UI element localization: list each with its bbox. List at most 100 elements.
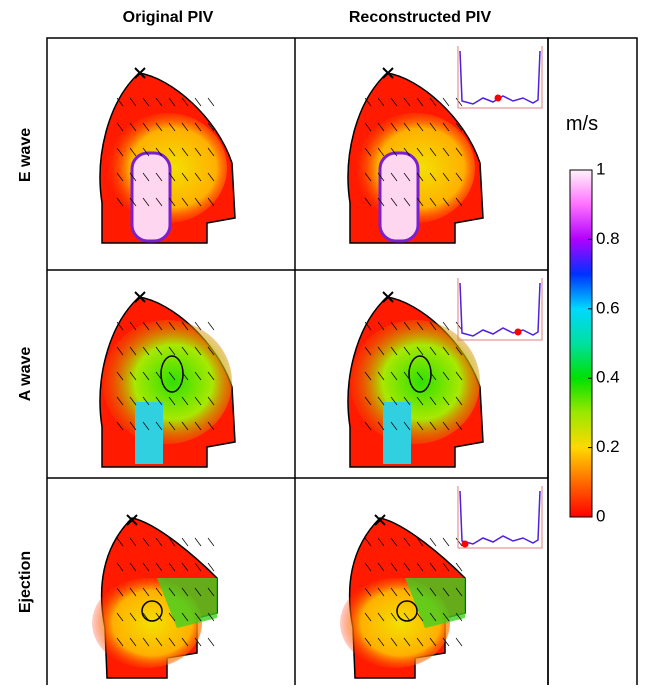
velocity-vector	[207, 637, 215, 647]
velocity-vector	[416, 562, 424, 572]
velocity-vector	[168, 421, 176, 431]
velocity-vector	[181, 371, 189, 381]
velocity-vector	[429, 172, 437, 182]
velocity-vector	[390, 587, 398, 597]
velocity-vector	[364, 147, 372, 157]
velocity-vector	[390, 172, 398, 182]
velocity-vector	[429, 537, 437, 547]
velocity-vector	[168, 321, 176, 331]
velocity-vector	[116, 612, 124, 622]
column-title: Original PIV	[123, 9, 214, 26]
velocity-panel	[99, 291, 236, 468]
velocity-vector	[377, 396, 385, 406]
velocity-vector	[403, 172, 411, 182]
velocity-vector	[181, 396, 189, 406]
velocity-vector	[142, 346, 150, 356]
velocity-vector	[390, 396, 398, 406]
velocity-vector	[168, 346, 176, 356]
velocity-vector	[116, 421, 124, 431]
velocity-vector	[207, 197, 215, 207]
velocity-vector	[364, 321, 372, 331]
velocity-panel	[347, 278, 543, 468]
velocity-vector	[364, 346, 372, 356]
velocity-vector	[129, 122, 137, 132]
inset-curve	[459, 50, 541, 105]
velocity-vector	[390, 321, 398, 331]
velocity-vector	[194, 562, 202, 572]
velocity-vector	[116, 97, 124, 107]
velocity-vector	[207, 147, 215, 157]
velocity-vector	[403, 197, 411, 207]
colorbar-tick-label: 0.2	[596, 437, 620, 456]
inflow-jet	[135, 402, 163, 464]
velocity-vector	[455, 537, 463, 547]
velocity-vector	[129, 321, 137, 331]
velocity-vector	[364, 421, 372, 431]
velocity-vector	[207, 371, 215, 381]
velocity-vector	[455, 147, 463, 157]
velocity-panel	[99, 67, 236, 244]
velocity-vector	[442, 637, 450, 647]
velocity-vector	[416, 172, 424, 182]
velocity-vector	[181, 612, 189, 622]
velocity-vector	[416, 197, 424, 207]
velocity-vector	[194, 122, 202, 132]
column-title: Reconstructed PIV	[349, 9, 492, 26]
velocity-vector	[403, 612, 411, 622]
velocity-vector	[129, 537, 137, 547]
velocity-vector	[377, 346, 385, 356]
velocity-vector	[168, 637, 176, 647]
velocity-vector	[181, 637, 189, 647]
velocity-vector	[129, 371, 137, 381]
velocity-vector	[442, 346, 450, 356]
velocity-vector	[129, 396, 137, 406]
velocity-vector	[416, 346, 424, 356]
velocity-vector	[142, 537, 150, 547]
velocity-vector	[455, 371, 463, 381]
velocity-vector	[168, 612, 176, 622]
velocity-vector	[442, 587, 450, 597]
velocity-vector	[142, 421, 150, 431]
velocity-vector	[129, 172, 137, 182]
velocity-vector	[442, 371, 450, 381]
velocity-vector	[155, 172, 163, 182]
velocity-vector	[455, 562, 463, 572]
velocity-vector	[377, 537, 385, 547]
velocity-vector	[364, 172, 372, 182]
row-label: Ejection	[17, 551, 34, 613]
velocity-vector	[168, 147, 176, 157]
inset-axes	[457, 278, 543, 341]
inflow-jet	[378, 151, 420, 243]
velocity-vector	[142, 612, 150, 622]
velocity-vector	[194, 172, 202, 182]
velocity-vector	[155, 346, 163, 356]
velocity-vector	[194, 396, 202, 406]
velocity-vector	[155, 612, 163, 622]
velocity-vector	[364, 396, 372, 406]
inflow-jet	[130, 151, 172, 243]
velocity-vector	[377, 587, 385, 597]
velocity-vector	[455, 346, 463, 356]
velocity-vector	[390, 637, 398, 647]
velocity-vector	[403, 346, 411, 356]
colorbar	[569, 169, 593, 518]
velocity-vector	[168, 97, 176, 107]
velocity-vector	[116, 537, 124, 547]
row-label: E wave	[17, 128, 34, 182]
velocity-vector	[207, 122, 215, 132]
velocity-vector	[129, 346, 137, 356]
velocity-vector	[442, 537, 450, 547]
velocity-vector	[207, 562, 215, 572]
velocity-vector	[116, 197, 124, 207]
velocity-vector	[416, 147, 424, 157]
velocity-vector	[194, 147, 202, 157]
velocity-vector	[181, 197, 189, 207]
velocity-vector	[194, 637, 202, 647]
velocity-vector	[116, 122, 124, 132]
velocity-vector	[155, 97, 163, 107]
velocity-vector	[442, 321, 450, 331]
cycle-inset	[457, 46, 543, 109]
vortex	[160, 355, 184, 393]
lv-shape	[347, 296, 484, 468]
